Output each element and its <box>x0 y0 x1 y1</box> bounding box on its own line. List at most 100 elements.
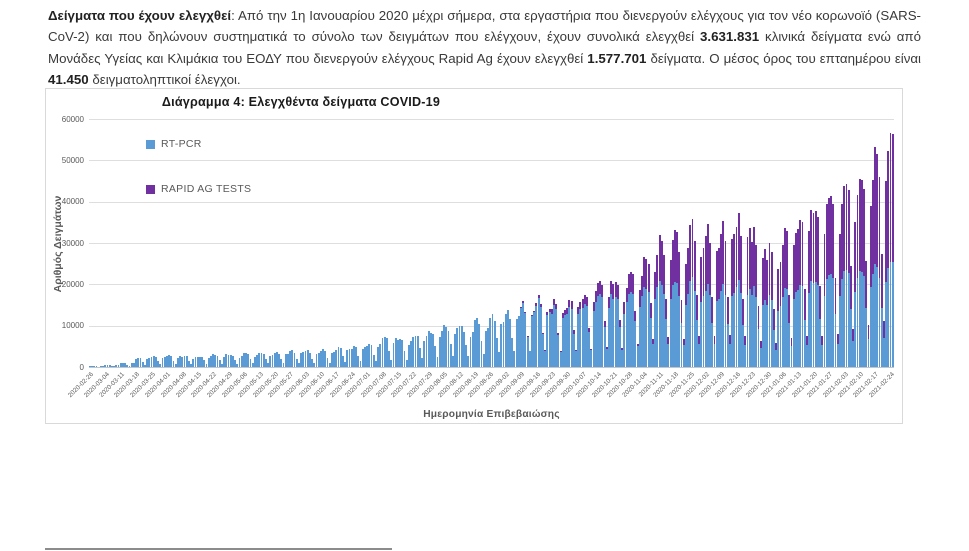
rtpcr-bar <box>682 345 685 367</box>
rtpcr-bar <box>339 347 342 367</box>
rtpcr-bar <box>394 338 397 367</box>
rapid-ag-bar <box>876 154 879 268</box>
rtpcr-bar <box>355 347 357 367</box>
rtpcr-bar <box>495 338 498 367</box>
rapid-ag-bar <box>608 297 610 308</box>
rtpcr-bar <box>432 334 434 367</box>
rtpcr-bar <box>733 292 736 367</box>
rtpcr-bar <box>671 285 674 367</box>
intro-bold-segment: Δείγματα που έχουν ελεγχθεί <box>48 8 232 23</box>
rtpcr-bar <box>570 308 573 367</box>
rtpcr-bar <box>335 349 338 367</box>
rtpcr-bar <box>198 356 201 367</box>
rtpcr-bar <box>291 350 294 367</box>
rtpcr-bar <box>885 282 888 367</box>
rapid-ag-bar <box>667 337 670 344</box>
rtpcr-bar <box>856 277 859 367</box>
rapid-ag-bar <box>766 260 769 305</box>
rtpcr-bar <box>449 343 452 367</box>
rtpcr-bar <box>627 293 630 367</box>
rtpcr-bar <box>698 343 701 367</box>
rtpcr-bar <box>282 362 285 367</box>
rtpcr-bar <box>480 340 483 367</box>
rtpcr-bar <box>401 339 404 367</box>
rtpcr-bar <box>685 304 687 367</box>
rapid-ag-bar <box>687 247 690 295</box>
rtpcr-bar <box>568 306 571 367</box>
rtpcr-bar <box>388 350 390 367</box>
rtpcr-bar <box>680 322 683 367</box>
rapid-ag-bar <box>889 133 892 263</box>
rtpcr-bar <box>515 318 518 367</box>
rapid-ag-bar <box>663 254 665 294</box>
rtpcr-bar <box>634 321 637 367</box>
rtpcr-bar <box>251 363 254 367</box>
rtpcr-bar <box>784 287 786 367</box>
rtpcr-bar <box>295 358 298 367</box>
rapid-ag-bar <box>654 272 657 300</box>
rapid-ag-bar <box>614 282 617 297</box>
rapid-ag-bar <box>546 312 549 316</box>
rtpcr-bar <box>781 297 784 367</box>
y-tick-label: 50000 <box>61 155 84 165</box>
rapid-ag-bar <box>711 296 714 323</box>
rtpcr-bar <box>264 358 267 367</box>
rtpcr-bar <box>689 281 692 367</box>
rtpcr-bar <box>425 336 428 367</box>
rapid-ag-bar <box>570 301 573 309</box>
rtpcr-bar <box>306 349 309 367</box>
rapid-ag-bar <box>669 260 672 299</box>
rtpcr-bar <box>154 356 157 367</box>
rtpcr-bar <box>641 295 643 367</box>
rtpcr-bar <box>168 355 171 367</box>
y-tick-label: 20000 <box>61 279 84 289</box>
rtpcr-bar <box>773 330 775 367</box>
rtpcr-bar <box>735 287 738 367</box>
rapid-ag-bar <box>775 343 778 350</box>
rtpcr-bar <box>812 282 815 367</box>
rtpcr-bar <box>676 283 679 367</box>
rtpcr-bar <box>451 355 454 367</box>
rapid-ag-bar <box>674 229 676 283</box>
rtpcr-bar <box>852 341 855 367</box>
rapid-ag-bar <box>616 284 619 300</box>
rtpcr-bar <box>132 363 135 367</box>
rapid-ag-bar <box>863 189 866 277</box>
rtpcr-bar <box>405 359 408 367</box>
rtpcr-bar <box>630 292 632 367</box>
rtpcr-bar <box>742 324 745 367</box>
rtpcr-bar <box>172 360 175 367</box>
rtpcr-bar <box>590 350 593 367</box>
rtpcr-bar <box>638 307 641 367</box>
rtpcr-bar <box>146 358 149 367</box>
rapid-ag-bar <box>581 299 584 309</box>
rtpcr-bar <box>753 286 756 367</box>
rtpcr-bar <box>260 352 263 367</box>
rapid-ag-bar <box>795 233 797 292</box>
rapid-ag-bar <box>861 180 863 272</box>
rapid-ag-bar <box>561 312 564 318</box>
rtpcr-bar <box>524 313 527 367</box>
rapid-ag-bar <box>689 225 692 282</box>
rtpcr-bar <box>357 355 360 367</box>
rapid-ag-bar <box>836 334 839 344</box>
rtpcr-bar <box>766 304 769 367</box>
rtpcr-bar <box>192 358 195 367</box>
rtpcr-bar <box>810 280 813 367</box>
rtpcr-bar <box>465 345 467 367</box>
rapid-ag-bar <box>531 314 533 316</box>
rtpcr-bar <box>487 327 489 367</box>
rtpcr-bar <box>757 328 760 367</box>
rtpcr-bar <box>194 357 197 367</box>
rapid-ag-bar <box>676 231 679 284</box>
rapid-ag-bar <box>850 266 852 309</box>
rtpcr-bar <box>579 308 582 367</box>
rapid-ag-bar <box>630 272 632 293</box>
x-axis-line <box>89 367 894 368</box>
rtpcr-bar <box>704 290 707 367</box>
rtpcr-bar <box>209 356 212 367</box>
rtpcr-bar <box>385 337 388 367</box>
rtpcr-bar <box>768 294 771 367</box>
rtpcr-bar <box>542 334 544 367</box>
rtpcr-bar <box>520 308 522 367</box>
